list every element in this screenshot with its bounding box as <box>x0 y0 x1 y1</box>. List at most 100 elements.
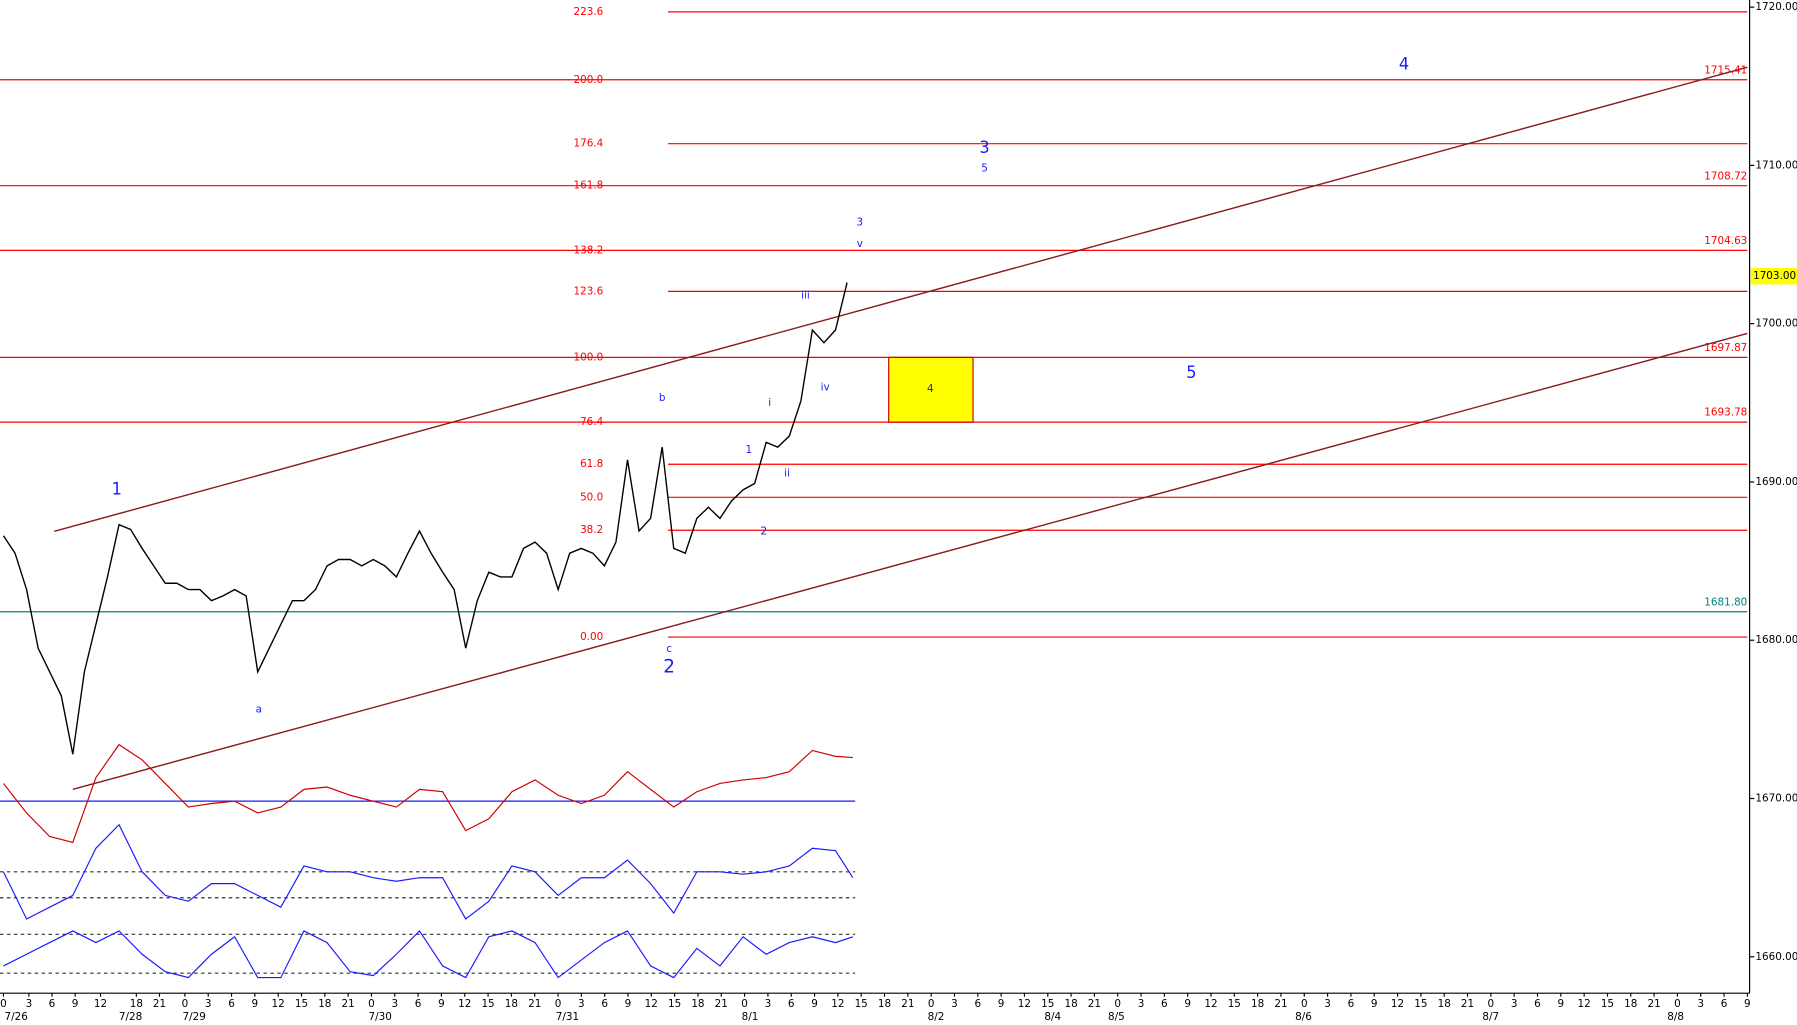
hour-label: 9 <box>1371 998 1378 1010</box>
hour-label: 3 <box>391 998 398 1010</box>
indicator-line <box>3 743 853 844</box>
price-label: 1697.87 <box>1704 342 1747 354</box>
last-price-tag <box>1750 267 1797 285</box>
hour-label: 15 <box>295 998 308 1010</box>
wave-label: 3 <box>979 138 989 157</box>
fib-label: 76.4 <box>580 416 603 428</box>
hour-label: 6 <box>1721 998 1728 1010</box>
hour-label: 3 <box>1697 998 1704 1010</box>
price-line <box>2 282 848 755</box>
date-label: 8/1 <box>742 1011 759 1023</box>
hour-label: 15 <box>1414 998 1427 1010</box>
hour-label: 15 <box>481 998 494 1010</box>
hour-label: 9 <box>72 998 79 1010</box>
hour-label: 3 <box>578 998 585 1010</box>
hour-label: 0 <box>741 998 748 1010</box>
hour-label: 18 <box>1251 998 1264 1010</box>
hour-label: 21 <box>153 998 166 1010</box>
hour-label: 3 <box>1324 998 1331 1010</box>
hour-label: 12 <box>1391 998 1404 1010</box>
date-label: 7/26 <box>4 1011 28 1023</box>
hour-label: 0 <box>368 998 375 1010</box>
hour-label: 9 <box>625 998 632 1010</box>
target-box <box>888 356 974 423</box>
fib-label: 100.0 <box>573 351 603 363</box>
hour-label: 6 <box>415 998 422 1010</box>
hour-label: 6 <box>49 998 56 1010</box>
hour-label: 3 <box>26 998 33 1010</box>
wave-label: 4 <box>927 383 934 395</box>
indicator-line <box>3 930 854 979</box>
hour-label: 21 <box>901 998 914 1010</box>
hour-label: 21 <box>1647 998 1660 1010</box>
wave-label: 1 <box>112 480 122 499</box>
hour-label: 15 <box>855 998 868 1010</box>
hour-label: 6 <box>1534 998 1541 1010</box>
fib-label: 161.8 <box>573 180 603 192</box>
hour-label: 9 <box>1744 998 1751 1010</box>
hour-label: 6 <box>974 998 981 1010</box>
wave-label: ii <box>784 468 790 480</box>
hour-label: 15 <box>1041 998 1054 1010</box>
y-tick-label: 1710.00 <box>1755 159 1797 171</box>
hour-label: 12 <box>645 998 658 1010</box>
wave-label: 5 <box>981 162 988 174</box>
hour-label: 15 <box>1228 998 1241 1010</box>
hour-label: 3 <box>1138 998 1145 1010</box>
hour-label: 21 <box>715 998 728 1010</box>
hour-label: 21 <box>1274 998 1287 1010</box>
hour-label: 0 <box>555 998 562 1010</box>
hour-label: 18 <box>318 998 331 1010</box>
y-tick-label: 1700.00 <box>1755 318 1797 330</box>
hour-label: 18 <box>1438 998 1451 1010</box>
hour-label: 6 <box>601 998 608 1010</box>
hour-label: 15 <box>668 998 681 1010</box>
y-tick-label: 1690.00 <box>1755 476 1797 488</box>
date-label: 7/28 <box>119 1011 142 1023</box>
hour-label: 9 <box>998 998 1005 1010</box>
hour-label: 6 <box>228 998 235 1010</box>
hour-label: 21 <box>528 998 541 1010</box>
channel-line <box>72 332 1748 791</box>
wave-label: b <box>659 392 666 404</box>
fib-label: 176.4 <box>573 138 603 150</box>
wave-label: 2 <box>663 656 675 677</box>
hour-label: 12 <box>1204 998 1217 1010</box>
fib-label: 0.00 <box>580 631 603 643</box>
hour-label: 21 <box>1461 998 1474 1010</box>
hour-label: 12 <box>1018 998 1031 1010</box>
date-label: 8/5 <box>1108 1011 1125 1023</box>
hour-label: 9 <box>1558 998 1565 1010</box>
hour-label: 9 <box>438 998 445 1010</box>
price-label: 1704.63 <box>1704 235 1747 247</box>
hour-label: 3 <box>205 998 212 1010</box>
fib-label: 38.2 <box>580 524 603 536</box>
wave-label: 1 <box>746 444 753 456</box>
hour-label: 18 <box>1064 998 1077 1010</box>
price-label: 1708.72 <box>1704 170 1747 182</box>
fib-label: 123.6 <box>573 285 603 297</box>
fib-label: 200.0 <box>573 74 603 86</box>
y-tick-label: 1680.00 <box>1755 634 1797 646</box>
wave-label: i <box>768 397 771 409</box>
hour-label: 12 <box>831 998 844 1010</box>
hour-label: 6 <box>788 998 795 1010</box>
hour-label: 0 <box>1488 998 1495 1010</box>
wave-label: c <box>666 643 672 655</box>
hour-label: 12 <box>272 998 285 1010</box>
hour-label: 0 <box>0 998 7 1010</box>
hour-label: 21 <box>342 998 355 1010</box>
last-price-label: 1703.00 <box>1753 270 1796 282</box>
hour-label: 9 <box>811 998 818 1010</box>
fib-label: 138.2 <box>573 244 603 256</box>
hour-label: 0 <box>1301 998 1308 1010</box>
hour-label: 0 <box>182 998 189 1010</box>
hour-label: 18 <box>691 998 704 1010</box>
wave-label: v <box>857 238 863 250</box>
hour-label: 12 <box>94 998 107 1010</box>
hour-label: 18 <box>878 998 891 1010</box>
date-label: 8/6 <box>1295 1011 1312 1023</box>
hour-label: 3 <box>1511 998 1518 1010</box>
